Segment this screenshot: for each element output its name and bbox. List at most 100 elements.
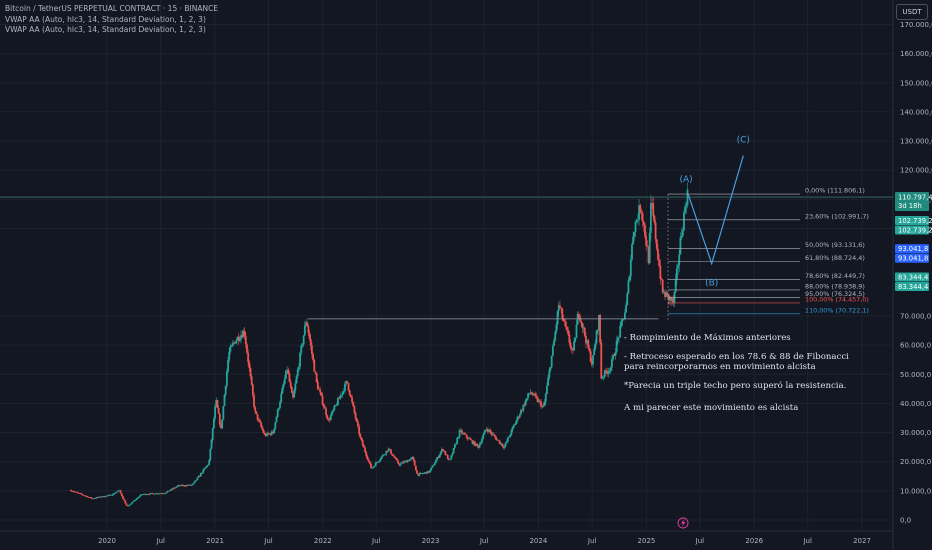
candle-body — [215, 400, 218, 407]
candle-body — [190, 484, 193, 486]
candle-body — [273, 428, 276, 434]
candle-body — [488, 429, 490, 432]
candle-body — [348, 390, 351, 396]
candle-body — [327, 419, 330, 420]
candle-body — [574, 337, 577, 342]
candle-body — [375, 462, 378, 464]
candle-body — [407, 460, 410, 462]
symbol-title[interactable]: Bitcoin / TetherUS PERPETUAL CONTRACT · … — [5, 4, 219, 13]
candle-body — [169, 490, 172, 492]
candle-body — [527, 393, 529, 399]
candle-body — [573, 341, 576, 351]
candle-body — [485, 429, 488, 431]
wave-label: (A) — [679, 175, 692, 185]
candle-body — [191, 484, 194, 485]
candle-body — [325, 408, 327, 416]
candle-body — [609, 367, 612, 371]
candle-body — [423, 472, 426, 474]
y-tick-label: 10.000,0 — [900, 487, 931, 495]
candle-body — [354, 412, 357, 419]
candle-body — [280, 393, 283, 403]
candle-body — [365, 452, 368, 457]
candle-body — [143, 493, 146, 495]
candle-body — [647, 246, 650, 264]
candle-body — [414, 465, 417, 471]
candle-body — [635, 220, 638, 222]
candle-body — [161, 493, 163, 495]
candle-body — [546, 385, 548, 394]
candle-body — [411, 457, 414, 458]
y-tick-label: 60.000,0 — [900, 342, 931, 350]
candle-body — [516, 416, 519, 421]
candle-body — [430, 467, 433, 471]
candle-body — [518, 414, 521, 418]
candle-body — [107, 494, 110, 496]
candle-body — [466, 437, 469, 440]
candle-body — [211, 427, 214, 440]
candle-body — [386, 450, 389, 452]
candle-body — [533, 393, 535, 396]
candle-body — [523, 404, 526, 406]
price-badge — [895, 244, 929, 254]
candle-body — [486, 429, 489, 432]
candle-body — [240, 335, 242, 340]
candle-body — [272, 431, 274, 434]
candle-body — [463, 433, 466, 435]
candle-body — [277, 407, 280, 410]
candle-body — [150, 493, 153, 495]
candle-body — [349, 395, 352, 398]
candle-body — [328, 419, 331, 421]
x-tick-label: 2025 — [638, 537, 656, 545]
y-tick-label: 150.000,0 — [900, 79, 932, 87]
candle-body — [335, 405, 338, 406]
candle-body — [259, 419, 261, 423]
candle-body — [103, 496, 105, 497]
candle-body — [657, 248, 659, 260]
candle-body — [322, 404, 325, 407]
note-line: - Rompimiento de Máximos anteriores — [624, 333, 791, 343]
candle-body — [390, 449, 392, 454]
candle-body — [530, 392, 533, 395]
price-badge — [895, 253, 929, 263]
candle-body — [312, 353, 314, 360]
currency-selector[interactable]: USDT — [896, 4, 928, 20]
fib-level-label: 100,00% (74.457,0) — [805, 295, 869, 303]
candle-body — [290, 386, 293, 393]
candle-body — [412, 457, 415, 461]
candle-body — [294, 383, 297, 391]
candle-body — [583, 327, 586, 336]
candle-body — [185, 485, 188, 487]
candle-body — [331, 411, 333, 416]
candle-body — [438, 454, 441, 458]
candle-body — [321, 395, 324, 405]
candle-body — [422, 473, 424, 475]
candle-body — [670, 297, 672, 301]
candle-body — [267, 432, 270, 434]
candle-body — [429, 470, 431, 473]
candle-body — [309, 338, 312, 346]
candle-body — [679, 237, 682, 255]
candle-body — [236, 336, 239, 341]
candle-body — [445, 454, 448, 456]
fib-level-label: 23,60% (102.991,7) — [805, 212, 869, 220]
candle-body — [453, 444, 456, 449]
candle-body — [288, 373, 291, 382]
candle-body — [586, 340, 589, 344]
candle-body — [253, 395, 255, 408]
candle-body — [231, 343, 234, 346]
candle-body — [97, 497, 100, 498]
candle-body — [606, 371, 609, 374]
candle-body — [207, 464, 209, 466]
candle-body — [437, 457, 440, 458]
candle-body — [282, 383, 285, 388]
candle-body — [605, 370, 607, 372]
price-badge-value: 83.344,4 — [898, 273, 928, 281]
candle-body — [104, 496, 107, 498]
candle-body — [476, 443, 479, 446]
candle-body — [94, 498, 97, 499]
candle-body — [607, 371, 610, 374]
indicator-vwap-1[interactable]: VWAP AA (Auto, hlc3, 14, Standard Deviat… — [5, 14, 206, 24]
candle-body — [638, 205, 640, 220]
indicator-vwap-2[interactable]: VWAP AA (Auto, hlc3, 14, Standard Deviat… — [5, 25, 206, 34]
